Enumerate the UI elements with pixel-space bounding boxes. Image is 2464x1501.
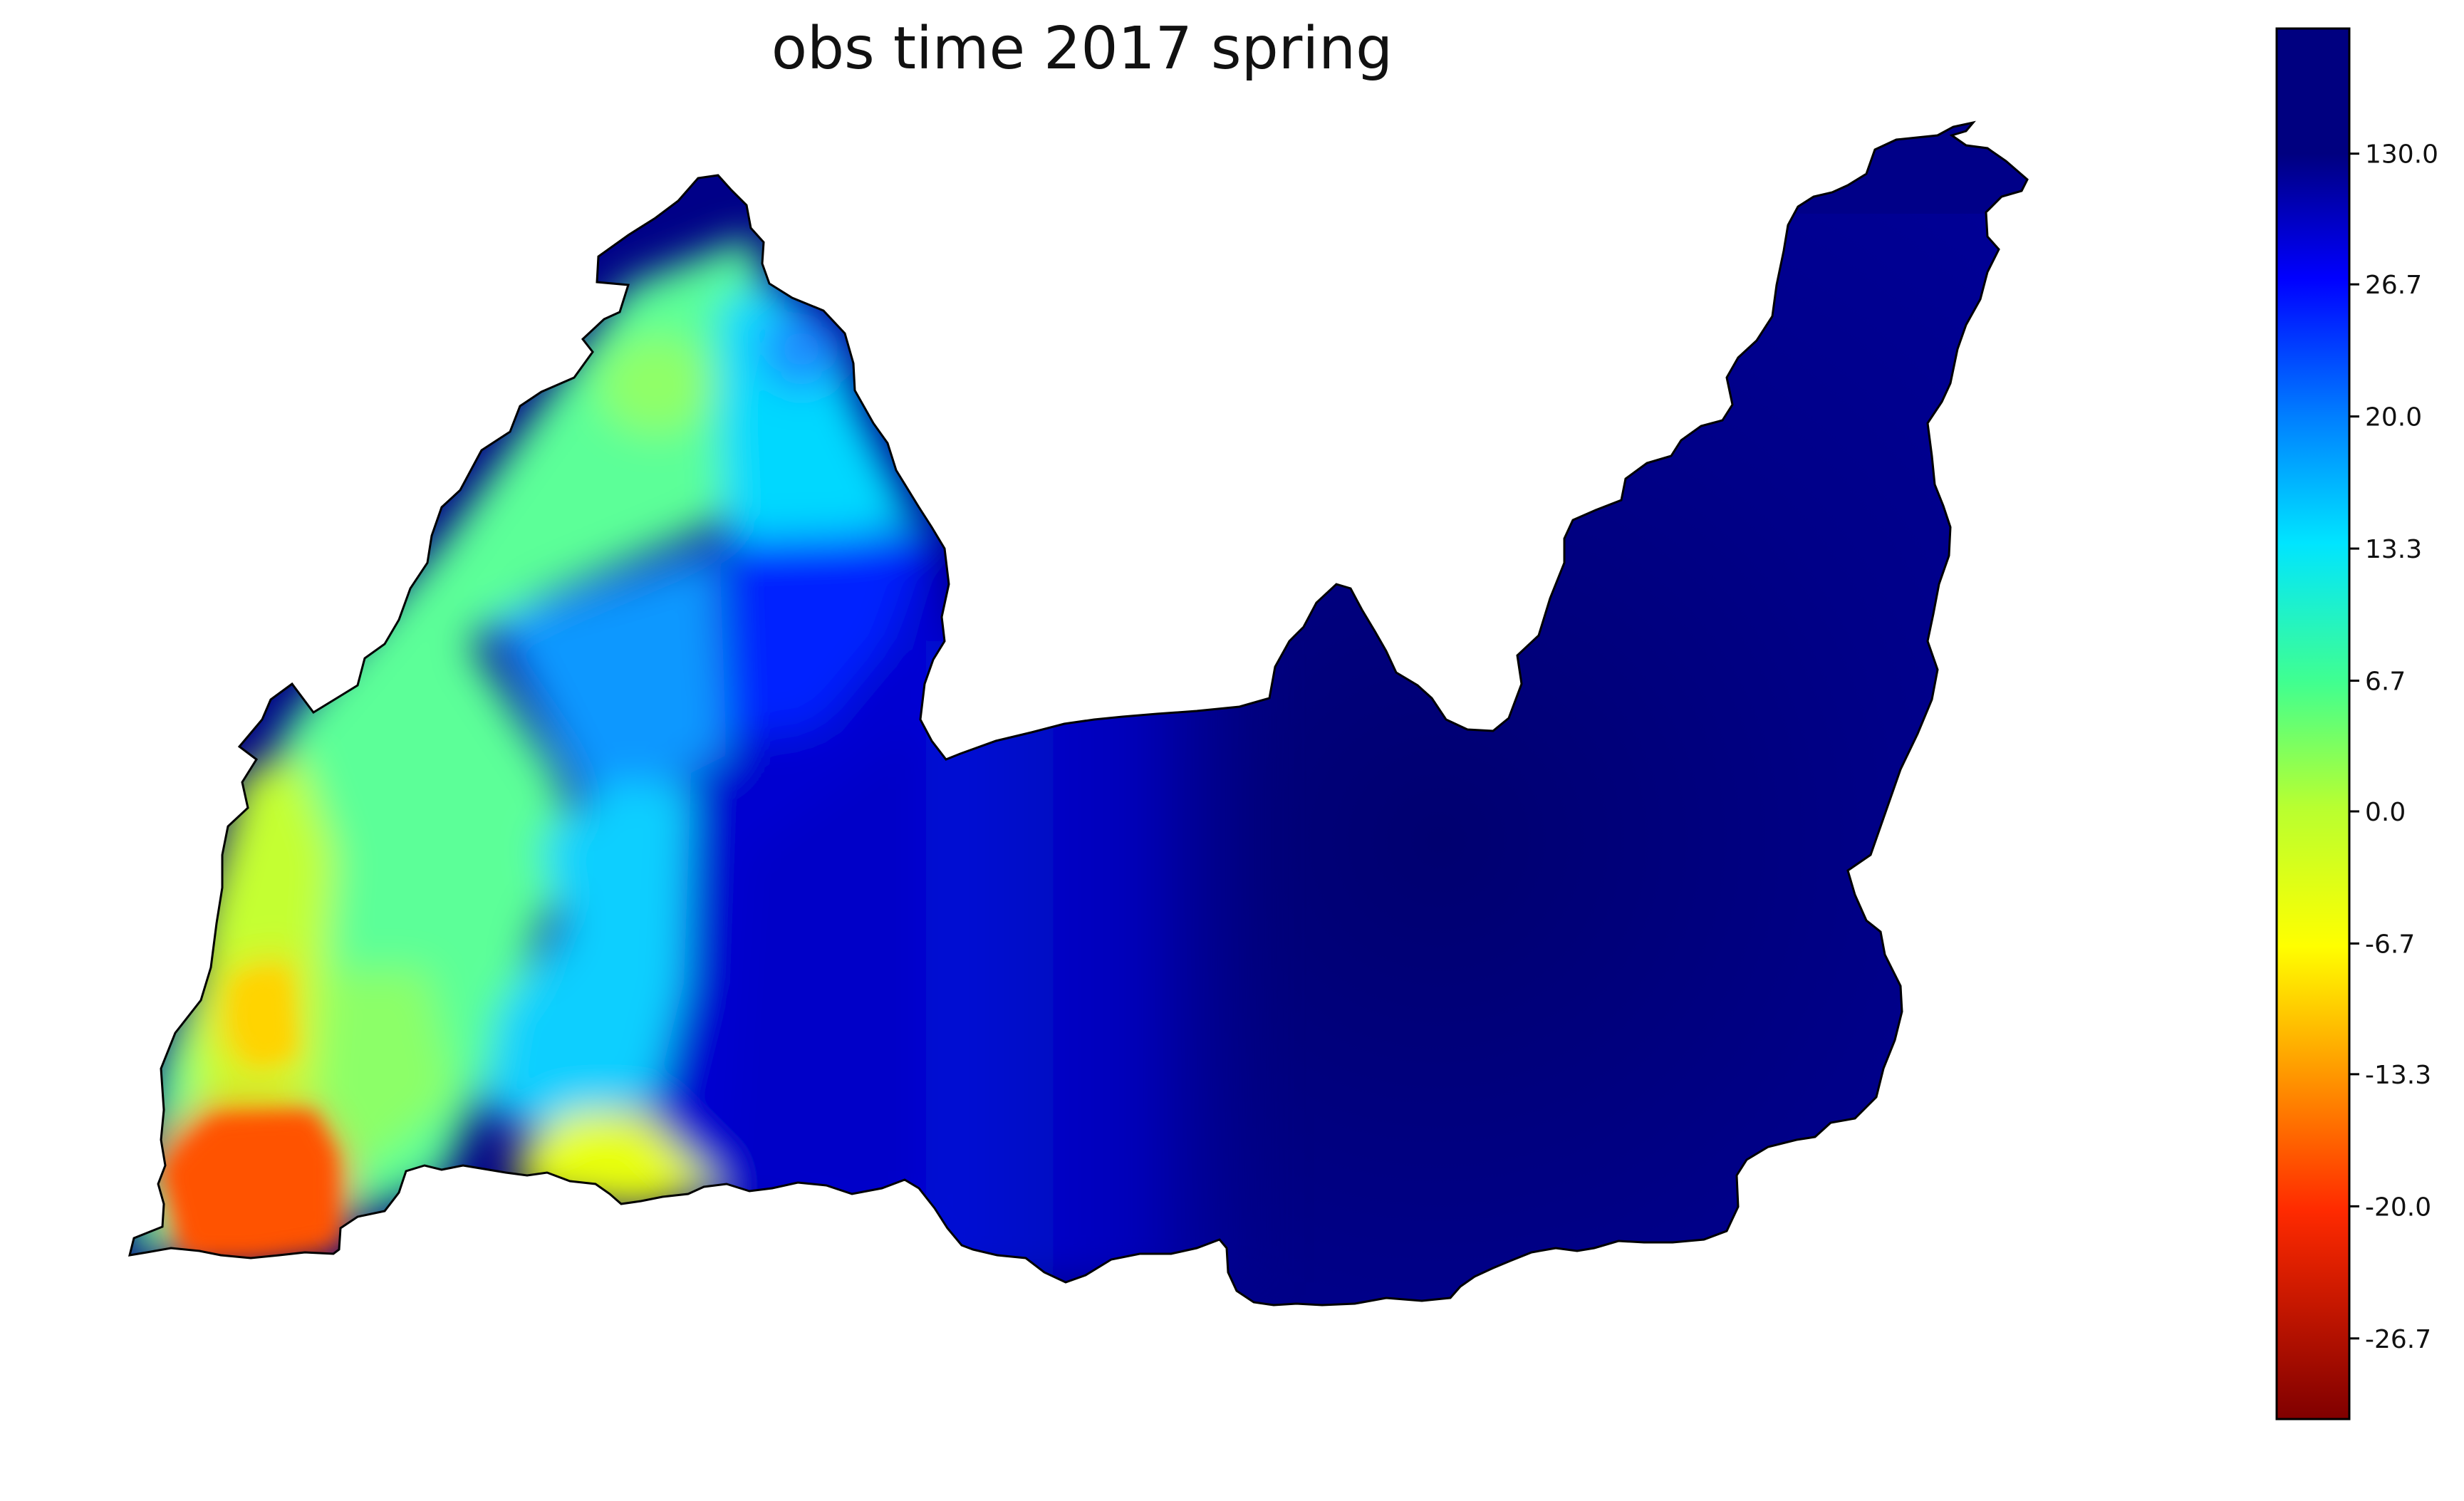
colorbar-tick-label: 6.7 — [2365, 667, 2406, 696]
colorbar-gradient — [2275, 27, 2351, 1421]
colorbar-ticks: 130.0 26.7 20.0 13.3 6.7 0.0 -6.7 -13.3 -20.0 -26… — [2349, 140, 2438, 1354]
colorbar: 130.0 26.7 20.0 13.3 6.7 0.0 -6.7 -13.3 -20.0 -26… — [2275, 27, 2438, 1421]
colorbar-tick-label: 26.7 — [2365, 271, 2422, 300]
map-title: obs time 2017 spring — [771, 15, 1393, 83]
colorbar-tick-label: 130.0 — [2365, 140, 2438, 170]
colorbar-tick-label: 13.3 — [2365, 535, 2422, 564]
colorbar-tick-label: -20.0 — [2365, 1193, 2431, 1222]
colorbar-tick-label: 20.0 — [2365, 403, 2422, 432]
colorbar-tick-label: 0.0 — [2365, 798, 2406, 827]
colorbar-tick-label: -26.7 — [2365, 1325, 2431, 1354]
colorbar-tick-label: -6.7 — [2365, 930, 2415, 959]
colorbar-tick-label: -13.3 — [2365, 1061, 2431, 1090]
